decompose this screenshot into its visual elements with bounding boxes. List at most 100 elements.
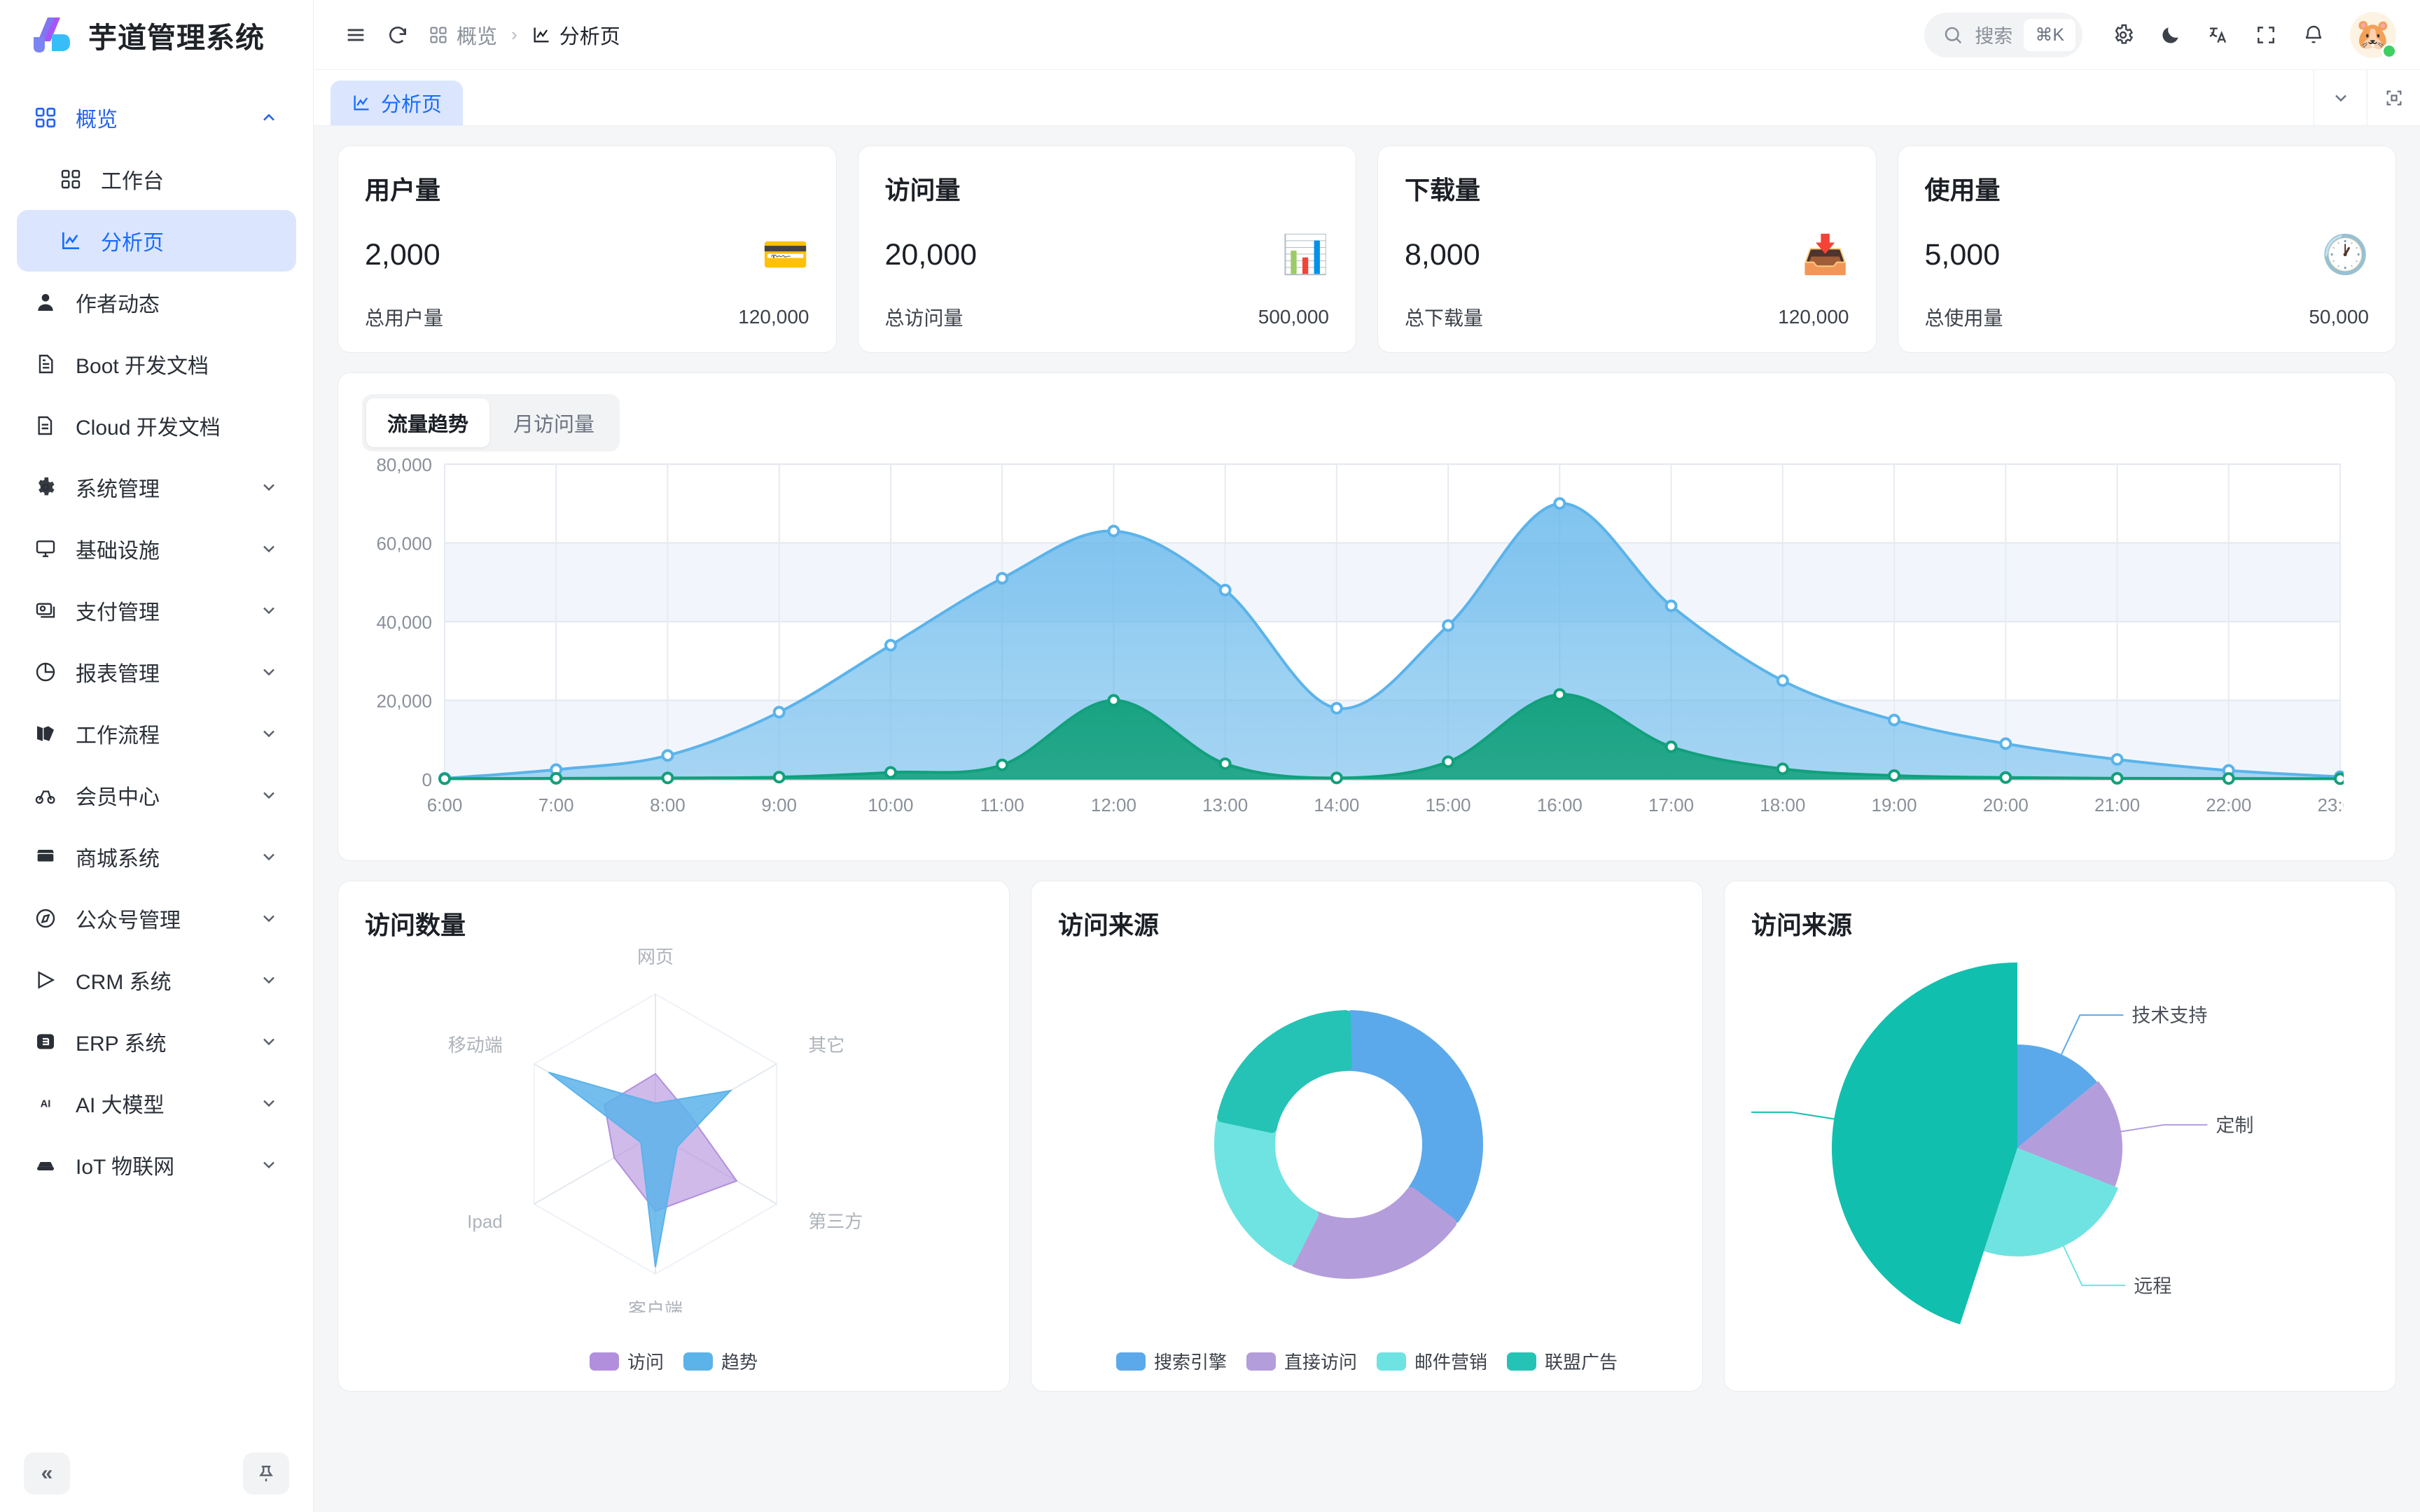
chart-icon [531,25,551,45]
stat-footer: 总下载量 120,000 [1405,303,1849,331]
sidebar-item-workbench[interactable]: 工作台 [17,148,296,210]
stat-card-usage: 使用量 5,000 🕐 总使用量 50,000 [1897,146,2396,353]
svg-text:16:00: 16:00 [1537,794,1583,816]
legend-swatch [589,1352,619,1371]
legend-item[interactable]: 邮件营销 [1377,1348,1487,1374]
clock-icon: 🕐 [2321,234,2369,276]
fullscreen-icon[interactable] [2245,14,2287,56]
content-fullscreen-button[interactable] [2367,70,2420,125]
svg-text:定制: 定制 [2216,1115,2253,1136]
sidebar-item-iot[interactable]: IoT 物联网 [17,1134,296,1196]
svg-text:客户端: 客户端 [628,1299,683,1312]
trend-tab-monthly[interactable]: 月访问量 [513,414,595,436]
svg-text:18:00: 18:00 [1760,794,1805,816]
stat-title: 用户量 [365,176,441,204]
chevron-down-icon [257,475,281,499]
tab-dropdown-button[interactable] [2314,70,2367,125]
svg-text:12:00: 12:00 [1091,794,1136,816]
sidebar-item-ai-model[interactable]: AI AI 大模型 [17,1072,296,1134]
chart-title: 访问来源 [1751,911,1853,939]
avatar[interactable]: 🐹 [2350,11,2397,59]
search-input[interactable]: 搜索 ⌘K [1924,12,2082,57]
sidebar-pin-button[interactable] [243,1452,289,1494]
sidebar-item-boot-docs[interactable]: Boot 开发文档 [17,333,296,395]
legend-item[interactable]: 直接访问 [1246,1348,1357,1374]
hamburger-icon[interactable] [335,14,377,56]
sidebar-item-system-mgmt[interactable]: 系统管理 [17,456,296,518]
sidebar-item-crm-system[interactable]: CRM 系统 [17,949,296,1011]
trend-tab-group: 流量趋势 月访问量 [362,394,620,451]
download-icon: 📥 [1802,234,1849,276]
chevron-down-icon [257,783,281,807]
sidebar-item-erp-system[interactable]: ERP 系统 [17,1011,296,1072]
tab-analysis[interactable]: 分析页 [331,80,464,125]
breadcrumb-item-overview[interactable]: 概览 [429,20,497,50]
sidebar-item-cloud-docs[interactable]: Cloud 开发文档 [17,395,296,456]
stat-card-users: 用户量 2,000 💳 总用户量 120,000 [338,146,837,353]
language-icon[interactable] [2197,14,2239,56]
stat-value: 8,000 [1405,237,1480,272]
settings-icon[interactable] [2102,14,2144,56]
sidebar-item-label: AI 大模型 [76,1094,165,1117]
sidebar-item-label: 概览 [76,108,118,132]
legend-swatch [1246,1352,1276,1371]
trend-tab-traffic[interactable]: 流量趋势 [366,398,490,447]
compass-icon [32,905,59,932]
bottom-charts-row: 访问数量 网页 其它 第三方 客户端 Ipad 移动端 访问 趋势 [338,881,2396,1392]
sidebar-item-author-news[interactable]: 作者动态 [17,272,296,333]
sidebar-item-report-mgmt[interactable]: 报表管理 [17,641,296,703]
sidebar-item-member-center[interactable]: 会员中心 [17,764,296,826]
sidebar-item-overview[interactable]: 概览 [17,87,296,148]
sidebar-item-label: CRM 系统 [76,971,172,994]
chart-title: 访问来源 [1058,911,1160,939]
sidebar-item-workflow[interactable]: 工作流程 [17,703,296,764]
tab-list: 分析页 [314,80,2314,125]
stat-foot-label: 总使用量 [1924,307,2003,329]
radar-chart: 网页 其它 第三方 客户端 Ipad 移动端 [365,941,982,1312]
status-badge [2381,43,2397,59]
svg-text:17:00: 17:00 [1648,794,1694,816]
legend-swatch [1115,1352,1146,1371]
svg-text:80,000: 80,000 [376,454,432,475]
sidebar-item-official-account[interactable]: 公众号管理 [17,888,296,949]
svg-text:20,000: 20,000 [376,691,432,712]
stat-title: 使用量 [1924,176,2001,204]
tab-bar: 分析页 [314,70,2420,126]
grid-icon [32,104,59,131]
svg-text:23:00: 23:00 [2317,794,2344,816]
stat-main: 20,000 📊 [885,230,1330,279]
svg-text:AI: AI [41,1098,51,1110]
stat-cards-row: 用户量 2,000 💳 总用户量 120,000 访问量 20,000 📊 [338,146,2396,353]
sidebar: 芋道管理系统 概览 [0,0,314,1512]
refresh-icon[interactable] [377,14,419,56]
flow-icon [32,720,59,747]
sidebar-item-label: 基础设施 [76,540,160,563]
legend-item[interactable]: 搜索引擎 [1115,1348,1227,1374]
stat-foot-label: 总用户量 [365,307,444,329]
chart-icon [352,93,371,113]
brand-logo[interactable]: 芋道管理系统 [0,0,313,70]
notification-icon[interactable] [2293,14,2335,56]
chevron-down-icon [257,660,281,684]
svg-text:8:00: 8:00 [650,794,686,816]
stat-main: 8,000 📥 [1405,230,1849,279]
svg-text:20:00: 20:00 [1983,794,2029,816]
sidebar-item-mall-system[interactable]: 商城系统 [17,826,296,888]
legend-item[interactable]: 访问 [589,1348,664,1374]
collapse-label: « [41,1462,53,1485]
stat-main: 2,000 💳 [365,230,809,279]
sidebar-item-analysis[interactable]: 分析页 [17,210,296,272]
sidebar-item-payment-mgmt[interactable]: 支付管理 [17,580,296,641]
sidebar-collapse-button[interactable]: « [24,1452,70,1494]
stat-title: 访问量 [884,176,961,204]
svg-text:19:00: 19:00 [1872,794,1917,816]
legend-item[interactable]: 联盟广告 [1507,1348,1618,1374]
dark-mode-icon[interactable] [2150,14,2192,56]
breadcrumb-item-analysis[interactable]: 分析页 [531,20,620,50]
stat-footer: 总访问量 500,000 [885,303,1330,331]
sidebar-item-infrastructure[interactable]: 基础设施 [17,518,296,580]
legend-item[interactable]: 趋势 [683,1348,758,1374]
sidebar-item-label: Boot 开发文档 [76,355,209,378]
sidebar-item-label: 工作流程 [76,724,160,748]
main-area: 概览 › 分析页 搜索 ⌘K [314,0,2420,1512]
